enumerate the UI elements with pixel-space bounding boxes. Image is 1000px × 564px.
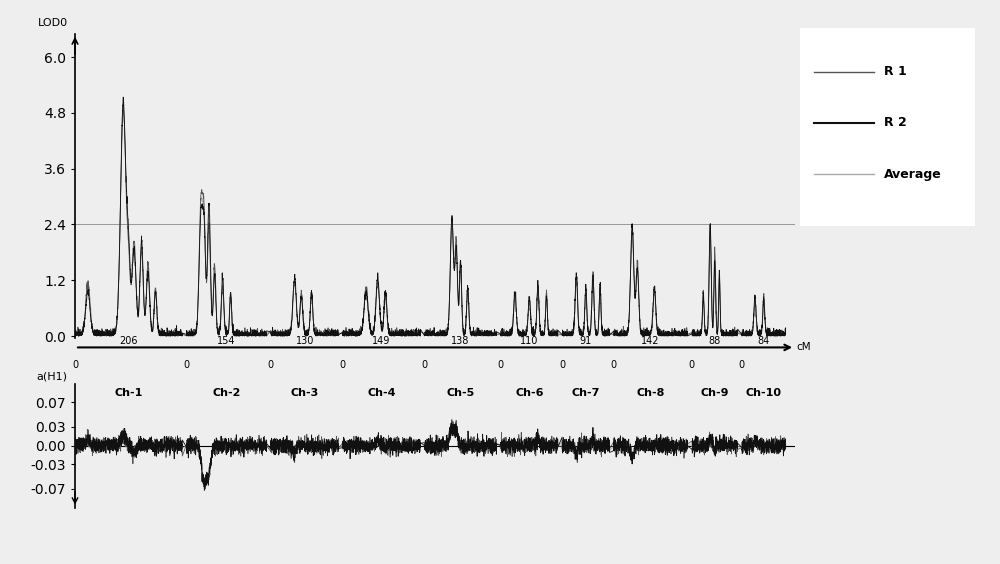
Text: Ch-9: Ch-9: [701, 387, 729, 398]
Text: Ch-2: Ch-2: [212, 387, 241, 398]
Text: Average: Average: [884, 168, 942, 181]
Text: Ch-3: Ch-3: [291, 387, 319, 398]
Text: 110: 110: [520, 336, 538, 346]
Text: Ch-10: Ch-10: [746, 387, 782, 398]
Text: 0: 0: [611, 360, 617, 370]
Text: 0: 0: [689, 360, 695, 370]
Text: 0: 0: [340, 360, 346, 370]
Text: 206: 206: [119, 336, 138, 346]
Text: 88: 88: [709, 336, 721, 346]
Text: Ch-4: Ch-4: [367, 387, 396, 398]
Text: 142: 142: [641, 336, 660, 346]
Text: R 2: R 2: [884, 116, 907, 130]
Text: Ch-8: Ch-8: [636, 387, 665, 398]
Text: Ch-6: Ch-6: [515, 387, 544, 398]
Text: Ch-1: Ch-1: [114, 387, 143, 398]
Text: 84: 84: [758, 336, 770, 346]
Text: LOD0: LOD0: [38, 17, 68, 28]
Text: 0: 0: [739, 360, 745, 370]
Text: 149: 149: [372, 336, 391, 346]
Text: 91: 91: [580, 336, 592, 346]
Text: 0: 0: [559, 360, 565, 370]
Text: a(H1): a(H1): [37, 371, 68, 381]
Text: 0: 0: [268, 360, 274, 370]
Text: 0: 0: [422, 360, 428, 370]
Text: 0: 0: [498, 360, 504, 370]
Text: R 1: R 1: [884, 65, 907, 78]
Text: 130: 130: [296, 336, 314, 346]
Text: 0: 0: [72, 360, 78, 370]
Text: cM: cM: [796, 342, 811, 352]
Text: 154: 154: [217, 336, 236, 346]
Text: Ch-7: Ch-7: [572, 387, 600, 398]
FancyBboxPatch shape: [796, 24, 979, 230]
Text: Ch-5: Ch-5: [446, 387, 475, 398]
Text: 0: 0: [183, 360, 190, 370]
Text: 138: 138: [451, 336, 470, 346]
